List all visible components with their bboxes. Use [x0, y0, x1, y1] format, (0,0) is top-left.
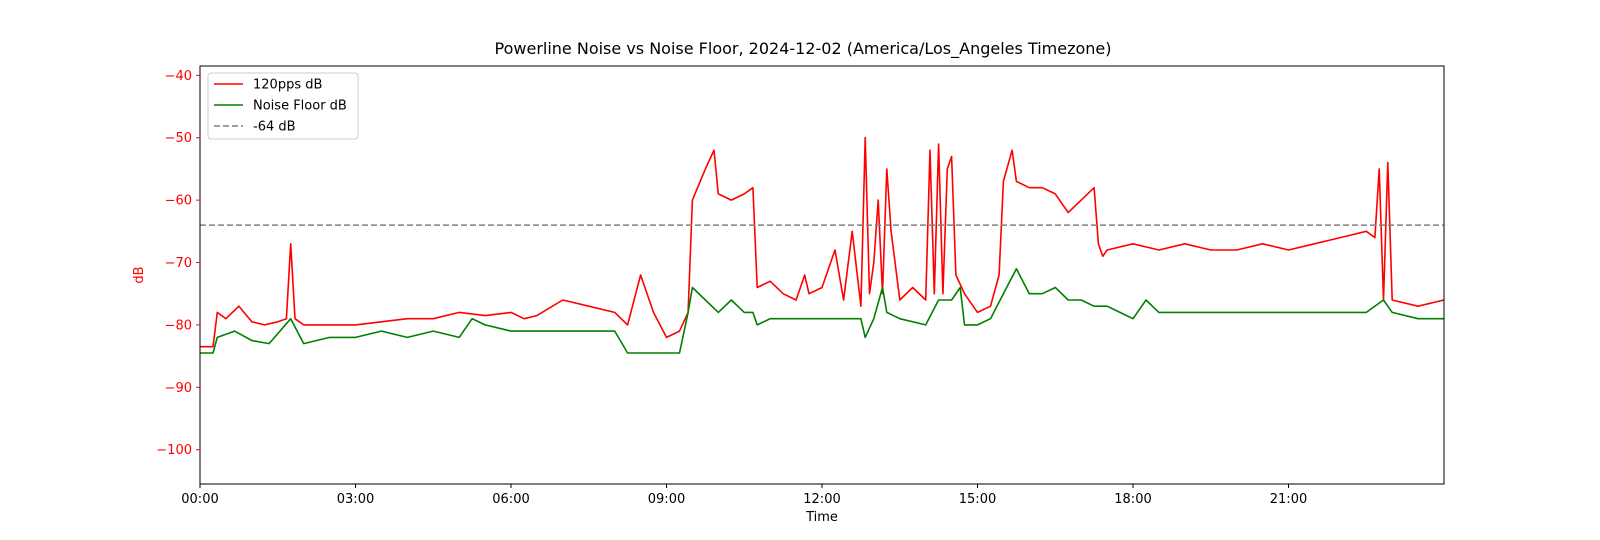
chart-title: Powerline Noise vs Noise Floor, 2024-12-… — [495, 39, 1112, 59]
legend-label: 120pps dB — [253, 78, 322, 93]
x-tick-label: 06:00 — [492, 492, 529, 507]
x-tick-label: 12:00 — [803, 492, 840, 507]
x-tick-label: 03:00 — [337, 492, 374, 507]
y-tick-label: −100 — [156, 443, 192, 458]
legend-label: Noise Floor dB — [253, 99, 347, 114]
x-axis-label: Time — [805, 510, 838, 525]
y-tick-label: −80 — [165, 318, 192, 333]
plot-area — [200, 66, 1444, 484]
y-axis: −40 −50 −60 −70 −80 −90 −100 — [156, 69, 200, 458]
y-axis-label: dB — [132, 266, 147, 283]
y-tick-label: −90 — [165, 381, 192, 396]
x-tick-label: 00:00 — [181, 492, 218, 507]
series-layer — [200, 136, 1445, 354]
legend-label: -64 dB — [253, 120, 296, 135]
x-tick-label: 18:00 — [1114, 492, 1151, 507]
series-line-1 — [200, 267, 1444, 354]
legend: 120pps dB Noise Floor dB -64 dB — [207, 72, 359, 140]
x-axis: 00:00 03:00 06:00 09:00 12:00 15:00 18:00 21:00 — [181, 484, 1307, 507]
y-tick-label: −70 — [165, 256, 192, 271]
x-tick-label: 21:00 — [1270, 492, 1307, 507]
legend-box — [207, 72, 359, 140]
y-tick-label: −60 — [165, 194, 192, 209]
x-tick-label: 15:00 — [959, 492, 996, 507]
y-tick-label: −40 — [165, 69, 192, 84]
series-line-0 — [200, 136, 1445, 348]
x-tick-label: 09:00 — [648, 492, 685, 507]
y-tick-label: −50 — [165, 131, 192, 146]
